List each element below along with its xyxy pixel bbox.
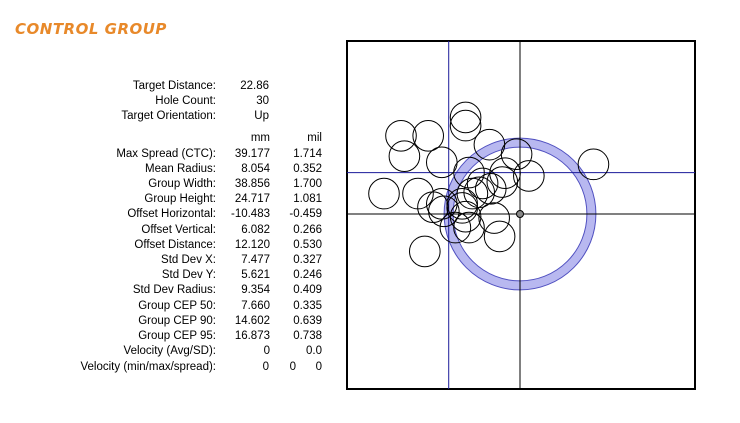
stat-label: Offset Distance: [134,239,216,251]
stat-mil: 0.530 [293,239,322,251]
unit-mil-header: mil [307,132,322,144]
stat-mil: 0.246 [293,269,322,281]
info-value: 22.86 [240,80,269,92]
stat-row: Max Spread (CTC): 39.177 1.714 [0,148,340,163]
bullet-hole [368,177,400,210]
stat-mm: 39.177 [234,148,270,160]
stat-mm: 5.621 [241,269,270,281]
bullet-hole [474,173,507,205]
stat-row: Offset Horizontal: -10.483 -0.459 [0,208,340,223]
stat-mil: -0.459 [289,208,322,220]
stat-mm: 6.082 [241,224,270,236]
stat-row: Mean Radius: 8.054 0.352 [0,163,340,178]
stat-mm: 16.873 [234,330,270,342]
bullet-hole [412,120,444,152]
bullet-hole [428,195,460,228]
target-plot [346,40,696,390]
stat-label: Mean Radius: [145,163,216,175]
stat-mil: 0.639 [293,315,322,327]
stat-mil: 0.352 [293,163,322,175]
info-label: Hole Count: [155,95,216,107]
stat-row: Group CEP 90: 14.602 0.639 [0,315,340,330]
stat-row: Std Dev Y: 5.621 0.246 [0,269,340,284]
units-header: mm mil [0,132,340,147]
stat-row: Velocity (Avg/SD): 0 0.0 [0,345,340,360]
info-row: Target Distance: 22.86 [0,80,340,95]
bullet-hole [453,211,485,244]
stat-mm: 14.602 [234,315,270,327]
bullet-hole [388,140,421,172]
stat-label: Group CEP 90: [138,315,216,327]
velocity-range-label: Velocity (min/max/spread): [80,361,217,373]
bullet-hole [449,101,482,134]
info-label: Target Distance: [132,80,216,92]
stat-row: Std Dev Radius: 9.354 0.409 [0,284,340,299]
stat-mm: 7.477 [241,254,270,266]
stat-mm: -10.483 [230,208,270,220]
stat-label: Std Dev Radius: [132,284,216,296]
bullet-hole [385,120,417,152]
velocity-min: 0 [262,361,269,373]
statistics-panel: Target Distance: 22.86 Hole Count: 30 Ta… [0,0,340,423]
bullet-hole [486,166,519,198]
bullet-hole [449,109,482,142]
stat-label: Group CEP 95: [138,330,216,342]
stat-mil: 0.0 [306,345,322,357]
stat-label: Group CEP 50: [138,300,216,312]
info-row: Hole Count: 30 [0,95,340,110]
stat-mil: 1.714 [293,148,322,160]
bullet-hole [446,188,478,220]
velocity-range-row: Velocity (min/max/spread): 0 0 0 [0,361,340,376]
stat-label: Std Dev Y: [161,269,216,281]
stat-row: Group CEP 95: 16.873 0.738 [0,330,340,345]
stat-row: Group CEP 50: 7.660 0.335 [0,300,340,315]
info-row: Target Orientation: Up [0,110,340,125]
stat-mil: 1.081 [293,193,322,205]
info-value: Up [254,110,269,122]
info-value: 30 [256,95,269,107]
stat-mil: 0.266 [293,224,322,236]
bullet-hole [577,148,610,181]
stat-row: Group Height: 24.717 1.081 [0,193,340,208]
stat-mil: 0.738 [293,330,322,342]
info-label: Target Orientation: [121,110,216,122]
stat-mil: 0.327 [293,254,322,266]
stat-row: Group Width: 38.856 1.700 [0,178,340,193]
stat-label: Group Width: [148,178,216,190]
stat-mm: 12.120 [234,239,270,251]
bullet-hole [500,138,533,170]
stat-mil: 0.409 [293,284,322,296]
stat-mm: 0 [263,345,270,357]
unit-mm-header: mm [250,132,270,144]
stat-label: Offset Horizontal: [127,208,216,220]
stat-row: Offset Vertical: 6.082 0.266 [0,224,340,239]
stat-mm: 7.660 [241,300,270,312]
bullet-hole [453,156,485,189]
stat-mm: 9.354 [241,284,270,296]
bullet-hole [483,220,516,253]
velocity-spread: 0 [315,361,322,373]
stat-mil: 1.700 [293,178,322,190]
bullet-hole [439,211,472,244]
stat-mm: 24.717 [234,193,270,205]
aim-point-marker [516,210,524,218]
velocity-max: 0 [289,361,296,373]
stat-row: Std Dev X: 7.477 0.327 [0,254,340,269]
stat-row: Offset Distance: 12.120 0.530 [0,239,340,254]
stat-label: Group Height: [144,193,216,205]
bullet-hole [449,200,482,233]
bullet-hole [478,202,510,234]
bullet-hole [513,160,545,192]
stat-label: Max Spread (CTC): [116,148,216,160]
stat-mm: 38.856 [234,178,270,190]
stat-label: Offset Vertical: [141,224,216,236]
bullet-hole [409,235,441,268]
page-title: CONTROL GROUP [15,20,167,38]
stat-mm: 8.054 [241,163,270,175]
stat-label: Std Dev X: [161,254,216,266]
stat-label: Velocity (Avg/SD): [123,345,216,357]
stat-mil: 0.335 [293,300,322,312]
